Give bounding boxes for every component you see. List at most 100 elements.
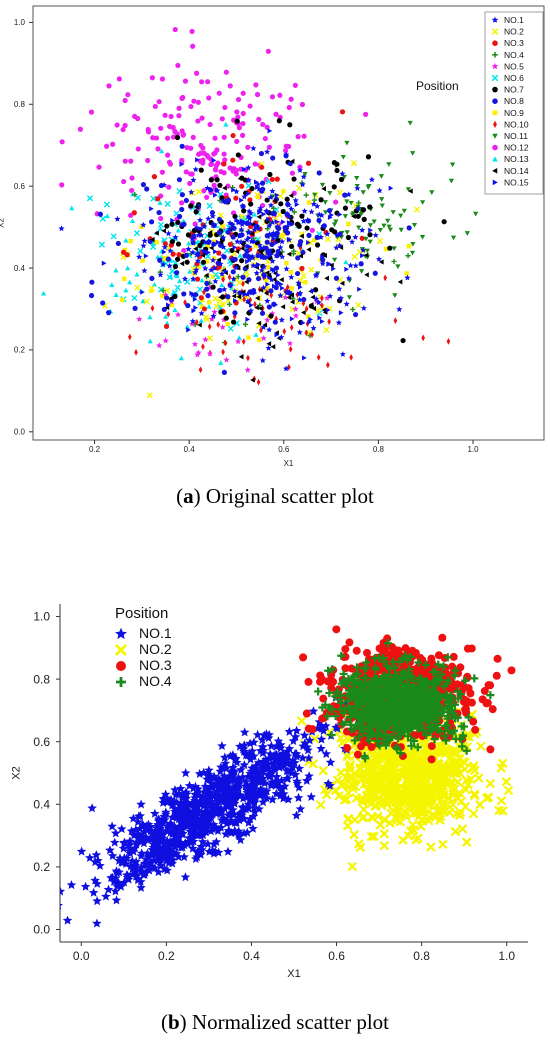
data-point bbox=[301, 207, 308, 214]
data-point bbox=[260, 121, 266, 128]
data-point bbox=[248, 238, 255, 245]
data-point bbox=[111, 828, 121, 838]
data-point bbox=[91, 850, 102, 860]
data-point bbox=[259, 202, 266, 209]
data-point bbox=[243, 236, 250, 243]
data-point bbox=[411, 223, 418, 228]
data-point bbox=[256, 337, 262, 343]
data-point bbox=[367, 223, 374, 228]
data-point bbox=[192, 847, 202, 857]
data-point bbox=[190, 795, 200, 805]
data-point bbox=[409, 250, 416, 256]
data-point bbox=[164, 135, 171, 141]
data-point bbox=[267, 194, 274, 200]
data-point bbox=[334, 167, 340, 174]
data-point bbox=[131, 837, 142, 847]
data-point bbox=[176, 252, 182, 258]
data-point bbox=[238, 166, 244, 172]
data-point bbox=[169, 239, 176, 245]
data-point bbox=[338, 176, 345, 183]
data-point bbox=[278, 281, 284, 287]
data-point bbox=[230, 275, 237, 282]
data-point bbox=[414, 724, 423, 733]
data-point bbox=[352, 646, 361, 655]
data-point bbox=[218, 778, 228, 788]
data-point bbox=[443, 721, 452, 730]
data-point bbox=[381, 223, 387, 229]
data-point bbox=[256, 214, 262, 220]
data-point bbox=[268, 288, 274, 294]
data-point bbox=[88, 887, 99, 897]
data-point bbox=[147, 849, 157, 859]
data-point bbox=[252, 161, 258, 167]
data-point bbox=[158, 215, 164, 222]
data-point bbox=[443, 707, 452, 716]
data-point bbox=[244, 248, 250, 254]
data-point bbox=[178, 221, 185, 228]
data-point bbox=[372, 232, 379, 238]
data-point bbox=[190, 176, 197, 183]
data-point bbox=[159, 76, 166, 82]
data-point bbox=[336, 189, 344, 196]
data-point bbox=[276, 761, 286, 770]
data-point bbox=[179, 95, 185, 101]
data-point bbox=[201, 812, 211, 822]
data-point bbox=[232, 213, 238, 220]
data-point bbox=[247, 792, 257, 802]
panel-a: 0.2 0.4 0.6 0.8 1.0 0.0 0.2 0.4 0.6 0.8 1.0 X1 X2 NO.… bbox=[0, 5, 545, 508]
data-point bbox=[85, 852, 95, 862]
data-point bbox=[207, 323, 212, 331]
data-point bbox=[309, 734, 320, 744]
data-point bbox=[251, 761, 261, 771]
data-point bbox=[198, 366, 203, 374]
data-point bbox=[416, 715, 425, 724]
data-point bbox=[264, 208, 271, 215]
data-point bbox=[286, 236, 293, 243]
data-point bbox=[236, 125, 242, 131]
data-point bbox=[215, 160, 221, 166]
data-point bbox=[187, 837, 197, 847]
data-point bbox=[331, 712, 340, 721]
data-point bbox=[267, 202, 274, 208]
data-point bbox=[394, 730, 403, 739]
data-point bbox=[333, 275, 340, 281]
data-point bbox=[286, 251, 292, 257]
data-point bbox=[156, 209, 162, 216]
data-point bbox=[205, 154, 211, 160]
data-point bbox=[153, 835, 163, 845]
data-point bbox=[193, 224, 200, 231]
data-point bbox=[238, 354, 244, 360]
data-point bbox=[319, 260, 326, 267]
data-point bbox=[343, 259, 349, 265]
data-point bbox=[379, 814, 390, 825]
data-point bbox=[280, 285, 285, 291]
data-point bbox=[151, 281, 158, 287]
data-point bbox=[259, 164, 265, 170]
data-point bbox=[270, 210, 276, 217]
data-point bbox=[200, 252, 206, 258]
data-point bbox=[360, 207, 367, 213]
data-point bbox=[316, 734, 327, 744]
data-point bbox=[214, 774, 224, 784]
data-point bbox=[356, 225, 362, 231]
data-point bbox=[396, 692, 405, 701]
data-point bbox=[304, 677, 313, 686]
data-point bbox=[168, 295, 174, 301]
data-point bbox=[449, 652, 458, 661]
data-point bbox=[232, 782, 242, 792]
data-point bbox=[396, 749, 405, 758]
data-point bbox=[239, 202, 246, 209]
data-point bbox=[246, 335, 251, 340]
data-point bbox=[235, 96, 242, 103]
data-point bbox=[134, 811, 144, 821]
data-point bbox=[193, 251, 201, 258]
x-tick-label: 0.4 bbox=[184, 445, 196, 454]
data-point bbox=[301, 309, 306, 316]
data-point bbox=[205, 215, 212, 222]
data-point bbox=[239, 813, 249, 823]
data-point bbox=[277, 92, 283, 98]
data-point bbox=[261, 263, 268, 270]
data-point bbox=[201, 188, 207, 194]
data-point bbox=[300, 249, 306, 256]
data-point bbox=[358, 727, 367, 736]
